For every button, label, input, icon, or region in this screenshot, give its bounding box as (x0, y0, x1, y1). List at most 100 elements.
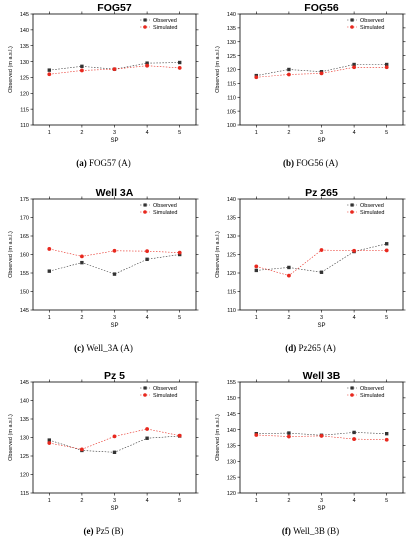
chart-title: FOG57 (97, 2, 132, 14)
chart-title: FOG56 (304, 2, 339, 14)
y-tick-label: 120 (227, 68, 236, 74)
simulated-point (287, 273, 291, 278)
y-tick-label: 145 (20, 12, 29, 18)
x-tick-label: 5 (385, 130, 388, 136)
y-tick-label: 130 (20, 60, 29, 66)
legend-label: Observed (153, 386, 177, 392)
x-tick-label: 5 (178, 498, 181, 504)
observed-point (112, 450, 117, 454)
x-tick-label: 3 (320, 498, 323, 504)
simulated-point (319, 434, 324, 438)
x-tick-label: 1 (255, 498, 258, 504)
chart-title: Well 3A (96, 187, 134, 199)
simulated-point (112, 67, 117, 72)
x-tick-label: 1 (255, 130, 258, 136)
series-line-simulated (256, 66, 387, 78)
legend-label: Simulated (153, 210, 177, 216)
legend-label: Simulated (360, 210, 384, 216)
x-tick-label: 4 (146, 498, 149, 504)
y-axis-label: Observed (m a.s.l.) (8, 231, 14, 278)
chart-panel: Pz 265 110 115 120 125 130 135 140 1 2 3 4 5 SP Observ… (207, 185, 414, 367)
legend-marker-simulated (143, 393, 147, 397)
legend-label: Simulated (153, 25, 177, 31)
y-tick-label: 130 (20, 436, 29, 442)
x-tick-label: 4 (353, 130, 356, 136)
legend-marker-simulated (143, 25, 147, 29)
y-tick-label: 125 (227, 54, 236, 60)
y-tick-label: 155 (20, 271, 29, 277)
simulated-point (287, 72, 291, 77)
panel-caption: (e) Pz5 (B) (84, 526, 124, 536)
simulated-point (352, 248, 356, 253)
x-tick-label: 2 (80, 130, 83, 136)
observed-point (145, 61, 149, 65)
legend-marker-observed (143, 203, 147, 207)
y-tick-label: 125 (20, 76, 29, 82)
panel-caption: (f) Well_3B (B) (282, 526, 339, 536)
y-tick-label: 125 (227, 475, 236, 481)
simulated-point (177, 66, 182, 70)
legend-marker-simulated (350, 25, 354, 29)
caption-text: Well_3B (B) (293, 526, 339, 536)
observed-point (112, 272, 117, 276)
x-tick-label: 4 (146, 315, 149, 321)
simulated-point (80, 447, 84, 452)
caption-tag: (f) (282, 526, 293, 536)
y-axis-label: Observed (m a.s.l.) (215, 46, 221, 93)
y-tick-label: 130 (227, 234, 236, 240)
simulated-point (145, 249, 150, 254)
simulated-point (319, 248, 324, 252)
observed-point (352, 430, 356, 435)
panel-caption: (d) Pz265 (A) (285, 343, 336, 353)
y-tick-label: 150 (20, 290, 29, 296)
simulated-point (254, 433, 259, 437)
y-tick-label: 130 (227, 40, 236, 46)
observed-point (352, 62, 356, 67)
x-tick-label: 2 (287, 315, 290, 321)
y-tick-label: 140 (227, 12, 236, 18)
series-line-observed (256, 64, 387, 76)
x-tick-label: 4 (353, 498, 356, 504)
series-line-observed (256, 432, 387, 436)
observed-point (385, 242, 389, 246)
caption-text: Pz5 (B) (96, 526, 124, 536)
simulated-point (80, 254, 84, 259)
y-tick-label: 135 (227, 444, 236, 450)
x-axis-label: SP (110, 138, 118, 144)
simulated-point (384, 65, 389, 70)
caption-text: FOG57 (A) (89, 158, 131, 168)
x-tick-label: 2 (80, 315, 83, 321)
simulated-point (352, 65, 356, 70)
y-tick-label: 120 (20, 91, 29, 97)
observed-point (287, 67, 291, 72)
x-tick-label: 4 (146, 130, 149, 136)
y-tick-label: 115 (20, 107, 29, 113)
y-tick-label: 140 (227, 428, 236, 434)
observed-point (385, 431, 389, 436)
y-tick-label: 175 (20, 197, 29, 203)
observed-point (254, 268, 258, 273)
panel-caption: (b) FOG56 (A) (283, 158, 338, 168)
observed-point (80, 64, 84, 69)
chart-panel: FOG56 100 105 110 115 120 125 130 135 140 1 2 3 4 5 SP O… (207, 0, 414, 182)
x-tick-label: 5 (178, 315, 181, 321)
legend-marker-simulated (350, 210, 354, 214)
observed-point (47, 269, 51, 273)
legend-marker-observed (143, 18, 147, 22)
simulated-point (112, 248, 117, 253)
x-tick-label: 1 (255, 315, 258, 321)
legend-label: Observed (360, 18, 384, 24)
y-tick-label: 135 (20, 417, 29, 423)
simulated-point (145, 427, 150, 431)
x-tick-label: 2 (80, 498, 83, 504)
simulated-point (80, 68, 84, 73)
chart-title: Pz 5 (104, 370, 125, 382)
x-tick-label: 5 (385, 498, 388, 504)
y-tick-label: 135 (227, 26, 236, 32)
y-tick-label: 110 (227, 95, 236, 101)
x-axis-label: SP (110, 506, 118, 512)
observed-point (287, 431, 291, 435)
series-line-observed (49, 62, 180, 71)
observed-point (145, 436, 149, 440)
x-tick-label: 1 (48, 315, 51, 321)
